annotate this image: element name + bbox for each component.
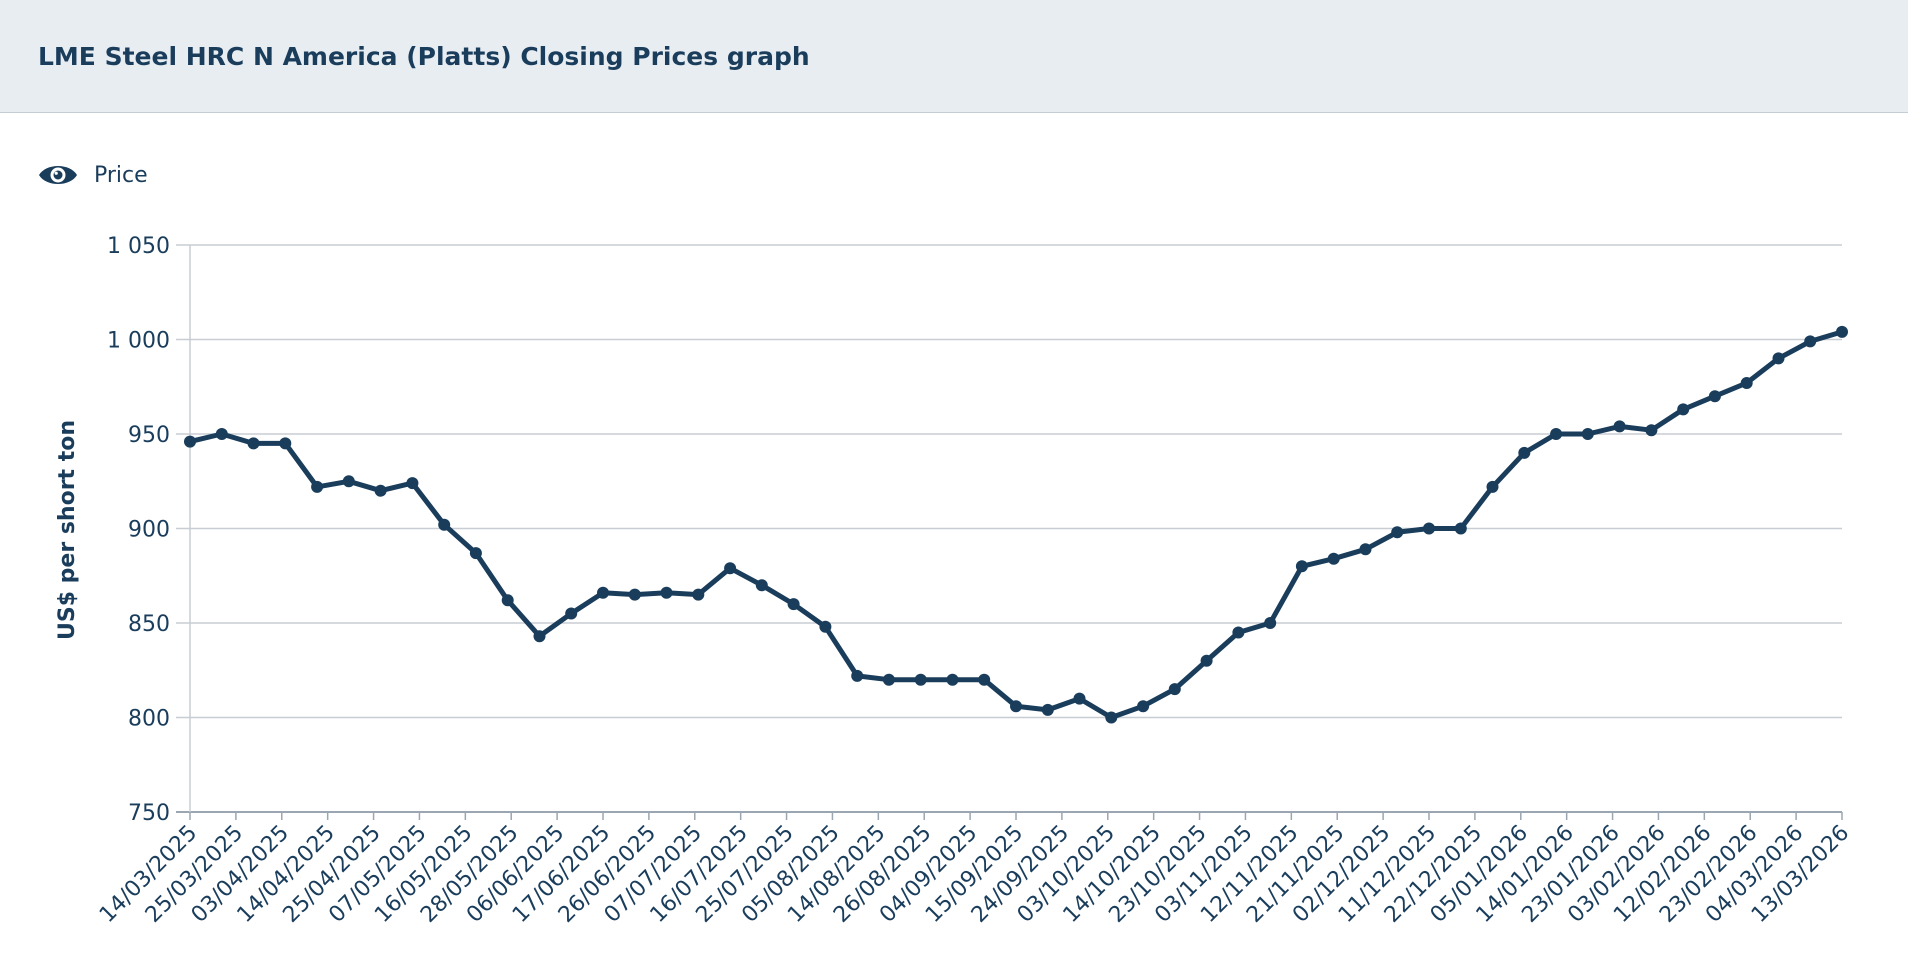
data-point[interactable] — [1740, 377, 1753, 389]
data-point[interactable] — [1836, 325, 1848, 338]
data-point[interactable] — [914, 673, 927, 686]
data-point[interactable] — [501, 594, 514, 607]
series-price — [184, 325, 1848, 724]
data-point[interactable] — [342, 475, 355, 488]
data-point[interactable] — [438, 518, 451, 531]
data-point[interactable] — [247, 437, 260, 450]
data-point[interactable] — [787, 598, 800, 611]
grid-lines — [176, 244, 1842, 813]
data-point[interactable] — [692, 588, 705, 601]
x-axis-ticks: 14/03/202525/03/202503/04/202514/04/2025… — [95, 812, 1854, 928]
data-point[interactable] — [1073, 692, 1086, 705]
data-point[interactable] — [184, 435, 196, 448]
y-tick-label: 750 — [128, 801, 170, 826]
data-point[interactable] — [1486, 480, 1499, 493]
data-point[interactable] — [755, 579, 768, 592]
data-point[interactable] — [1708, 390, 1721, 403]
data-point[interactable] — [1327, 552, 1340, 565]
y-tick-label: 800 — [128, 707, 170, 732]
data-point[interactable] — [1391, 526, 1404, 539]
data-point[interactable] — [946, 673, 959, 686]
data-point[interactable] — [660, 586, 673, 599]
data-point[interactable] — [1677, 403, 1690, 416]
data-point[interactable] — [374, 484, 387, 497]
data-point[interactable] — [565, 607, 578, 620]
data-point[interactable] — [311, 480, 324, 493]
data-point[interactable] — [978, 673, 991, 686]
data-point[interactable] — [1105, 711, 1118, 724]
data-point[interactable] — [1518, 446, 1531, 459]
y-tick-label: 950 — [128, 423, 170, 448]
data-point[interactable] — [851, 669, 864, 682]
chart-header: LME Steel HRC N America (Platts) Closing… — [0, 0, 1908, 113]
data-point[interactable] — [1041, 703, 1054, 716]
data-point[interactable] — [1581, 428, 1594, 440]
y-tick-label: 1 000 — [107, 329, 170, 354]
data-point[interactable] — [215, 428, 228, 440]
data-point[interactable] — [1423, 522, 1435, 535]
data-point[interactable] — [1645, 424, 1658, 437]
y-tick-label: 850 — [128, 612, 170, 637]
data-point[interactable] — [1137, 700, 1150, 713]
data-point[interactable] — [279, 437, 292, 450]
data-point[interactable] — [724, 562, 737, 575]
eye-icon — [39, 166, 77, 184]
data-point[interactable] — [1359, 543, 1372, 556]
data-point[interactable] — [1550, 428, 1563, 440]
data-point[interactable] — [628, 588, 641, 601]
series-line — [189, 329, 1843, 720]
data-point[interactable] — [1613, 420, 1626, 433]
y-tick-label: 900 — [128, 518, 170, 543]
data-point[interactable] — [1772, 352, 1785, 365]
data-point[interactable] — [1232, 626, 1245, 639]
data-point[interactable] — [1200, 654, 1213, 667]
data-point[interactable] — [597, 586, 609, 599]
legend-label: Price — [94, 162, 148, 188]
y-axis-label: US$ per short ton — [55, 420, 80, 640]
data-point[interactable] — [1454, 522, 1467, 535]
legend-item-price[interactable]: Price — [38, 160, 148, 190]
data-point[interactable] — [1168, 683, 1181, 696]
data-point[interactable] — [819, 620, 832, 633]
y-axis-ticks: 750 800 850 900 950 1 000 1 050 — [107, 234, 170, 826]
y-tick-label: 1 050 — [107, 234, 170, 259]
chart-title: LME Steel HRC N America (Platts) Closing… — [38, 42, 810, 71]
data-point[interactable] — [1295, 560, 1308, 573]
data-point[interactable] — [533, 630, 546, 643]
data-point[interactable] — [469, 547, 482, 560]
data-point[interactable] — [1264, 617, 1277, 629]
data-point[interactable] — [406, 477, 419, 490]
data-point[interactable] — [1010, 700, 1022, 713]
data-point[interactable] — [1804, 335, 1817, 348]
data-point[interactable] — [882, 673, 895, 686]
